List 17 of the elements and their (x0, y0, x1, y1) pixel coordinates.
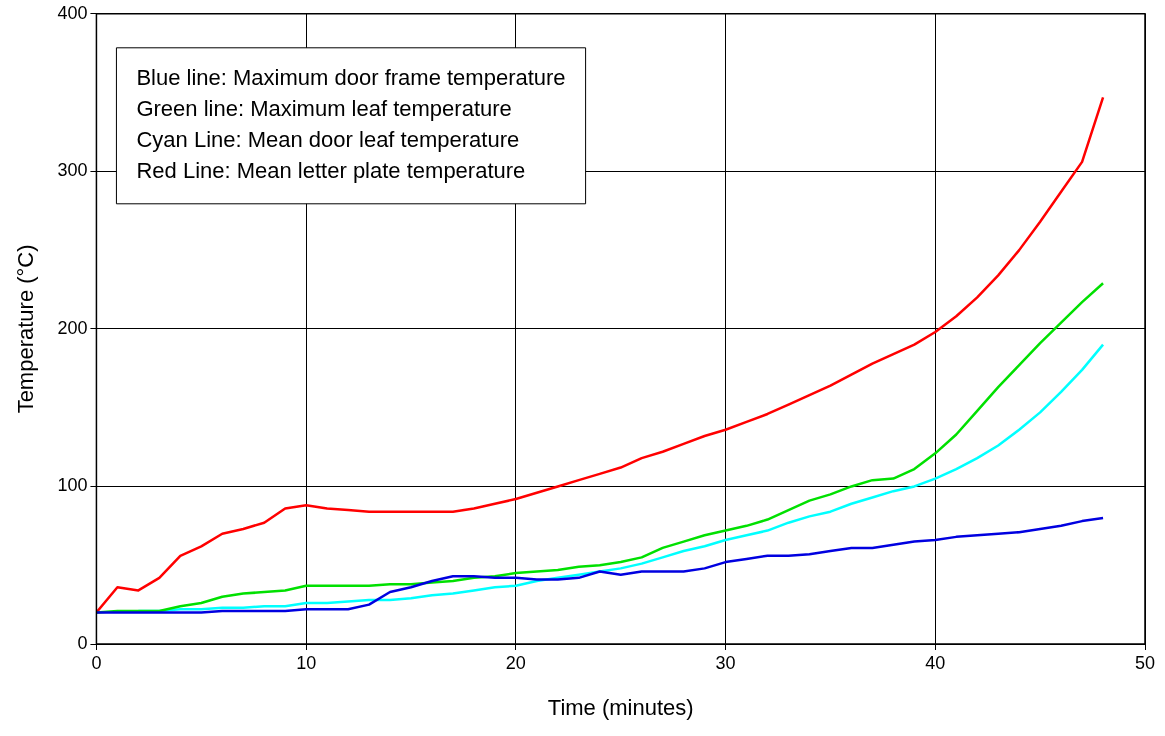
y-axis-title: Temperature (°C) (13, 244, 39, 414)
y-tick-label: 400 (57, 2, 88, 23)
annotation: Green line: Maximum leaf temperature (136, 96, 512, 122)
annotation: Cyan Line: Mean door leaf temperature (136, 127, 520, 153)
x-tick-label: 20 (505, 652, 526, 673)
x-tick-label: 10 (296, 652, 317, 673)
y-tick-label: 0 (77, 632, 88, 653)
y-tick-label: 300 (57, 160, 88, 181)
annotation: Blue line: Maximum door frame temperature (136, 65, 566, 91)
y-tick-label: 100 (57, 475, 88, 496)
x-tick-label: 40 (925, 652, 946, 673)
y-tick-label: 200 (57, 317, 88, 338)
x-tick-label: 50 (1134, 652, 1156, 673)
x-tick-label: 0 (91, 652, 102, 673)
x-axis-title: Time (minutes) (547, 694, 694, 720)
annotation: Red Line: Mean letter plate temperature (136, 158, 526, 184)
x-tick-label: 30 (715, 652, 736, 673)
